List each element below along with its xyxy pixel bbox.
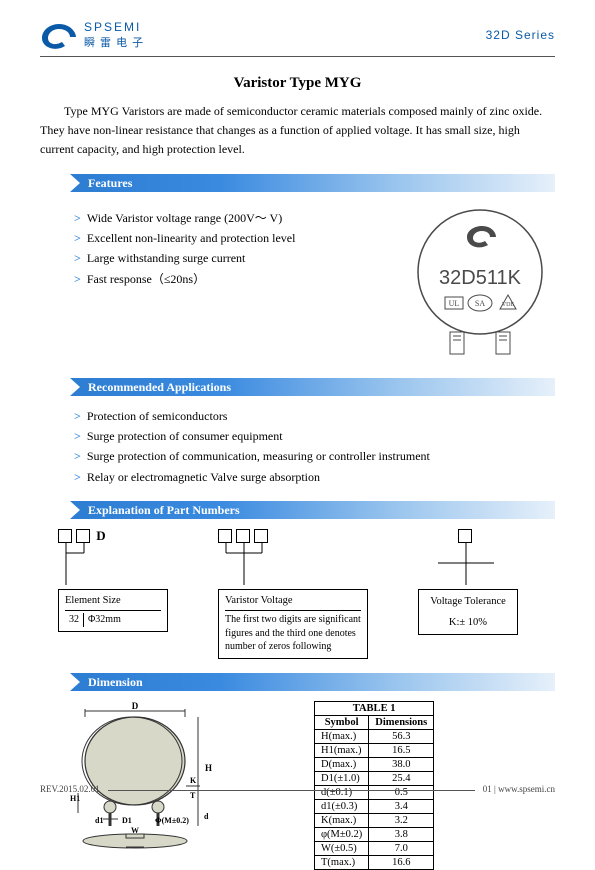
table-cell: 3.8 (369, 827, 434, 841)
rev-label: REV.2015.02.01 (40, 784, 100, 794)
svg-text:d: d (204, 812, 209, 821)
list-item: Fast response（≤20ns） (74, 269, 391, 289)
brand-top: SPSEMI (84, 20, 144, 34)
page-header: SPSEMI 瞬 雷 电 子 32D Series (40, 20, 555, 50)
page-footer: REV.2015.02.01 01 | www.spsemi.cn (40, 784, 555, 794)
part-number-diagram: D Element Size 32 Φ32mm Varistor Voltage… (58, 529, 555, 659)
table-cell: 16.5 (369, 743, 434, 757)
svg-text:VDE: VDE (502, 302, 515, 308)
table-row: H1(max.)16.5 (315, 743, 434, 757)
table-cell: 56.3 (369, 729, 434, 743)
table-cell: 3.4 (369, 799, 434, 813)
svg-text:W: W (131, 826, 139, 835)
section-bar-dim: Dimension (40, 673, 555, 691)
brand-bottom: 瞬 雷 电 子 (84, 34, 144, 50)
component-marking: 32D511K (439, 267, 522, 289)
svg-text:D: D (132, 701, 139, 711)
svg-text:H: H (205, 763, 212, 773)
element-code: 32 (65, 613, 84, 627)
list-item: Surge protection of consumer equipment (74, 426, 555, 446)
sp-logo-icon (40, 20, 78, 50)
series-label: 32D Series (486, 28, 555, 42)
page-num: 01 | www.spsemi.cn (483, 784, 555, 794)
svg-text:SA: SA (475, 299, 485, 308)
svg-text:H1: H1 (70, 794, 80, 803)
table-row: H(max.)56.3 (315, 729, 434, 743)
section-bar-apps: Recommended Applications (40, 378, 555, 396)
section-label: Explanation of Part Numbers (88, 503, 240, 518)
varistor-voltage-title: Varistor Voltage (225, 594, 361, 611)
svg-text:D1: D1 (122, 816, 132, 825)
table-cell: D(max.) (315, 757, 369, 771)
brand-logo: SPSEMI 瞬 雷 电 子 (40, 20, 144, 50)
table-cell: H1(max.) (315, 743, 369, 757)
table-head: Symbol (315, 715, 369, 729)
element-size-title: Element Size (65, 594, 161, 611)
section-bar-part: Explanation of Part Numbers (40, 501, 555, 519)
svg-text:d1: d1 (95, 816, 103, 825)
list-item: Wide Varistor voltage range (200V～ V) (74, 208, 391, 228)
tolerance-title: Voltage Tolerance (423, 596, 513, 607)
section-label: Dimension (88, 675, 143, 690)
section-label: Recommended Applications (88, 380, 231, 395)
table-cell: φ(M±0.2) (315, 827, 369, 841)
list-item: Relay or electromagnetic Valve surge abs… (74, 467, 555, 487)
features-list: Wide Varistor voltage range (200V～ V) Ex… (74, 208, 391, 358)
table-row: d1(±0.3)3.4 (315, 799, 434, 813)
header-rule (40, 56, 555, 57)
table-cell: H(max.) (315, 729, 369, 743)
tolerance-value: K:± 10% (423, 617, 513, 628)
table-row: D(max.)38.0 (315, 757, 434, 771)
svg-text:Φ(M±0.2): Φ(M±0.2) (155, 816, 189, 825)
list-item: Protection of semiconductors (74, 406, 555, 426)
element-value: Φ32mm (84, 613, 125, 627)
table-row: W(±0.5)7.0 (315, 841, 434, 855)
section-bar-features: Features (40, 174, 555, 192)
apps-list: Protection of semiconductors Surge prote… (74, 406, 555, 488)
component-drawing: 32D511K UL SA VDE (405, 202, 555, 372)
table-cell: 3.2 (369, 813, 434, 827)
page-title: Varistor Type MYG (40, 75, 555, 92)
table-row: φ(M±0.2)3.8 (315, 827, 434, 841)
table-cell: 7.0 (369, 841, 434, 855)
list-item: Excellent non-linearity and protection l… (74, 228, 391, 248)
section-label: Features (88, 176, 132, 191)
intro-text: Type MYG Varistors are made of semicondu… (40, 102, 555, 160)
table-row: T(max.)16.6 (315, 855, 434, 869)
table-cell: T(max.) (315, 855, 369, 869)
list-item: Surge protection of communication, measu… (74, 446, 555, 466)
table-cell: 16.6 (369, 855, 434, 869)
svg-text:UL: UL (449, 299, 460, 308)
list-item: Large withstanding surge current (74, 248, 391, 268)
table-caption: TABLE 1 (315, 701, 434, 715)
table-row: K(max.)3.2 (315, 813, 434, 827)
table-cell: 38.0 (369, 757, 434, 771)
table-head: Dimensions (369, 715, 434, 729)
varistor-voltage-desc: The first two digits are significant fig… (225, 613, 361, 654)
dimension-drawing: D H K T d H1 d1 D1 Φ(M±0.2) W (40, 701, 290, 851)
table-cell: W(±0.5) (315, 841, 369, 855)
table-cell: K(max.) (315, 813, 369, 827)
table-cell: d1(±0.3) (315, 799, 369, 813)
